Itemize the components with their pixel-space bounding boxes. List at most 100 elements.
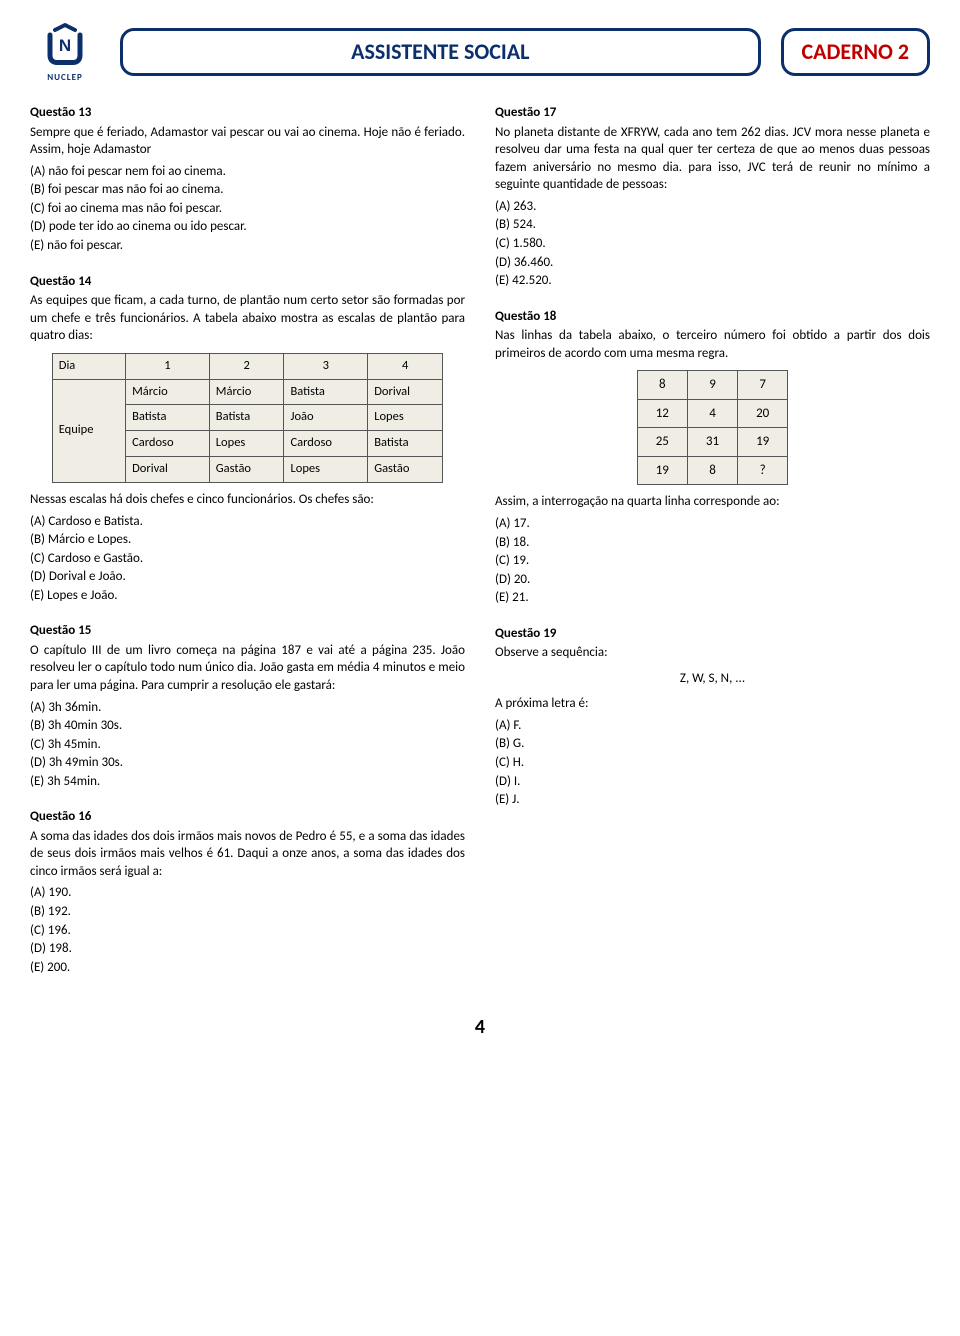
question-text: O capítulo III de um livro começa na pág…: [30, 642, 465, 695]
logo-label: NUCLEP: [47, 72, 83, 84]
option-b: (B) foi pescar mas não foi ao cinema.: [30, 181, 465, 199]
option-d: (D) 3h 49min 30s.: [30, 754, 465, 772]
left-column: Questão 13 Sempre que é feriado, Adamast…: [30, 104, 465, 994]
table-row: Dia 1 2 3 4: [52, 353, 443, 379]
question-text: Sempre que é feriado, Adamastor vai pesc…: [30, 124, 465, 159]
option-d: (D) Dorival e João.: [30, 568, 465, 586]
question-19: Questão 19 Observe a sequência: Z, W, S,…: [495, 625, 930, 809]
table-cell: Batista: [126, 405, 210, 431]
table-cell: Gastão: [368, 457, 443, 483]
option-c: (C) 19.: [495, 552, 930, 570]
option-e: (E) Lopes e João.: [30, 587, 465, 605]
question-text-2: Assim, a interrogação na quarta linha co…: [495, 493, 930, 511]
option-c: (C) Cardoso e Gastão.: [30, 550, 465, 568]
page-header: N NUCLEP ASSISTENTE SOCIAL CADERNO 2: [30, 20, 930, 84]
question-title: Questão 15: [30, 622, 465, 640]
table-cell: João: [284, 405, 368, 431]
caderno-label: CADERNO 2: [781, 28, 930, 76]
sequence-text: Z, W, S, N, ...: [495, 670, 930, 688]
table-row: 25 31 19: [637, 428, 788, 457]
question-options: (A) 3h 36min. (B) 3h 40min 30s. (C) 3h 4…: [30, 699, 465, 791]
table-cell: 4: [687, 399, 737, 428]
question-title: Questão 16: [30, 808, 465, 826]
table-cell: Cardoso: [284, 431, 368, 457]
option-a: (A) não foi pescar nem foi ao cinema.: [30, 163, 465, 181]
option-b: (B) G.: [495, 735, 930, 753]
svg-text:N: N: [59, 36, 71, 55]
question-options: (A) 190. (B) 192. (C) 196. (D) 198. (E) …: [30, 884, 465, 976]
option-c: (C) 3h 45min.: [30, 736, 465, 754]
table-cell: 20: [738, 399, 788, 428]
table-cell: Equipe: [52, 379, 125, 483]
table-cell: 4: [368, 353, 443, 379]
table-cell: Dorival: [126, 457, 210, 483]
option-a: (A) 190.: [30, 884, 465, 902]
question-text: Observe a sequência:: [495, 644, 930, 662]
option-c: (C) 196.: [30, 922, 465, 940]
option-b: (B) 3h 40min 30s.: [30, 717, 465, 735]
question-title: Questão 17: [495, 104, 930, 122]
option-b: (B) 192.: [30, 903, 465, 921]
option-a: (A) 17.: [495, 515, 930, 533]
question-text: As equipes que ficam, a cada turno, de p…: [30, 292, 465, 345]
table-cell: 19: [738, 428, 788, 457]
question-options: (A) Cardoso e Batista. (B) Márcio e Lope…: [30, 513, 465, 605]
option-a: (A) F.: [495, 717, 930, 735]
table-cell: Batista: [368, 431, 443, 457]
table-cell: 3: [284, 353, 368, 379]
table-cell: 19: [637, 456, 687, 485]
question-text-2: A próxima letra é:: [495, 695, 930, 713]
option-b: (B) 18.: [495, 534, 930, 552]
table-cell: Cardoso: [126, 431, 210, 457]
option-d: (D) pode ter ido ao cinema ou ido pescar…: [30, 218, 465, 236]
question-options: (A) F. (B) G. (C) H. (D) I. (E) J.: [495, 717, 930, 809]
table-cell: Dorival: [368, 379, 443, 405]
option-a: (A) 3h 36min.: [30, 699, 465, 717]
option-e: (E) 42.520.: [495, 272, 930, 290]
page-number: 4: [465, 1014, 495, 1041]
question-14: Questão 14 As equipes que ficam, a cada …: [30, 273, 465, 605]
option-b: (B) Márcio e Lopes.: [30, 531, 465, 549]
option-c: (C) H.: [495, 754, 930, 772]
question-17: Questão 17 No planeta distante de XFRYW,…: [495, 104, 930, 289]
table-cell: 8: [637, 371, 687, 400]
numbers-table: 8 9 7 12 4 20 25 31 19 19 8 ?: [637, 370, 789, 485]
table-cell: Lopes: [368, 405, 443, 431]
option-c: (C) foi ao cinema mas não foi pescar.: [30, 200, 465, 218]
question-options: (A) não foi pescar nem foi ao cinema. (B…: [30, 163, 465, 255]
table-cell: Márcio: [209, 379, 284, 405]
right-column: Questão 17 No planeta distante de XFRYW,…: [495, 104, 930, 994]
question-16: Questão 16 A soma das idades dos dois ir…: [30, 808, 465, 976]
question-text: No planeta distante de XFRYW, cada ano t…: [495, 124, 930, 194]
option-e: (E) 3h 54min.: [30, 773, 465, 791]
question-title: Questão 13: [30, 104, 465, 122]
table-cell: Batista: [284, 379, 368, 405]
table-cell: 9: [687, 371, 737, 400]
table-cell: 12: [637, 399, 687, 428]
nuclep-logo-icon: N: [40, 20, 90, 70]
question-title: Questão 19: [495, 625, 930, 643]
table-cell: 31: [687, 428, 737, 457]
page-title: ASSISTENTE SOCIAL: [120, 28, 761, 76]
table-row: 8 9 7: [637, 371, 788, 400]
table-cell: 25: [637, 428, 687, 457]
question-18: Questão 18 Nas linhas da tabela abaixo, …: [495, 308, 930, 607]
question-options: (A) 263. (B) 524. (C) 1.580. (D) 36.460.…: [495, 198, 930, 290]
question-options: (A) 17. (B) 18. (C) 19. (D) 20. (E) 21.: [495, 515, 930, 607]
table-row: 19 8 ?: [637, 456, 788, 485]
option-a: (A) Cardoso e Batista.: [30, 513, 465, 531]
option-d: (D) 198.: [30, 940, 465, 958]
table-cell: Lopes: [209, 431, 284, 457]
question-text-2: Nessas escalas há dois chefes e cinco fu…: [30, 491, 465, 509]
option-d: (D) 36.460.: [495, 254, 930, 272]
question-title: Questão 14: [30, 273, 465, 291]
table-row: 12 4 20: [637, 399, 788, 428]
table-cell: Lopes: [284, 457, 368, 483]
option-e: (E) J.: [495, 791, 930, 809]
logo: N NUCLEP: [30, 20, 100, 84]
page-footer: 4: [30, 1014, 930, 1041]
table-cell: 7: [738, 371, 788, 400]
schedule-table: Dia 1 2 3 4 Equipe Márcio Márcio Batista…: [52, 353, 444, 483]
table-cell: Márcio: [126, 379, 210, 405]
option-a: (A) 263.: [495, 198, 930, 216]
